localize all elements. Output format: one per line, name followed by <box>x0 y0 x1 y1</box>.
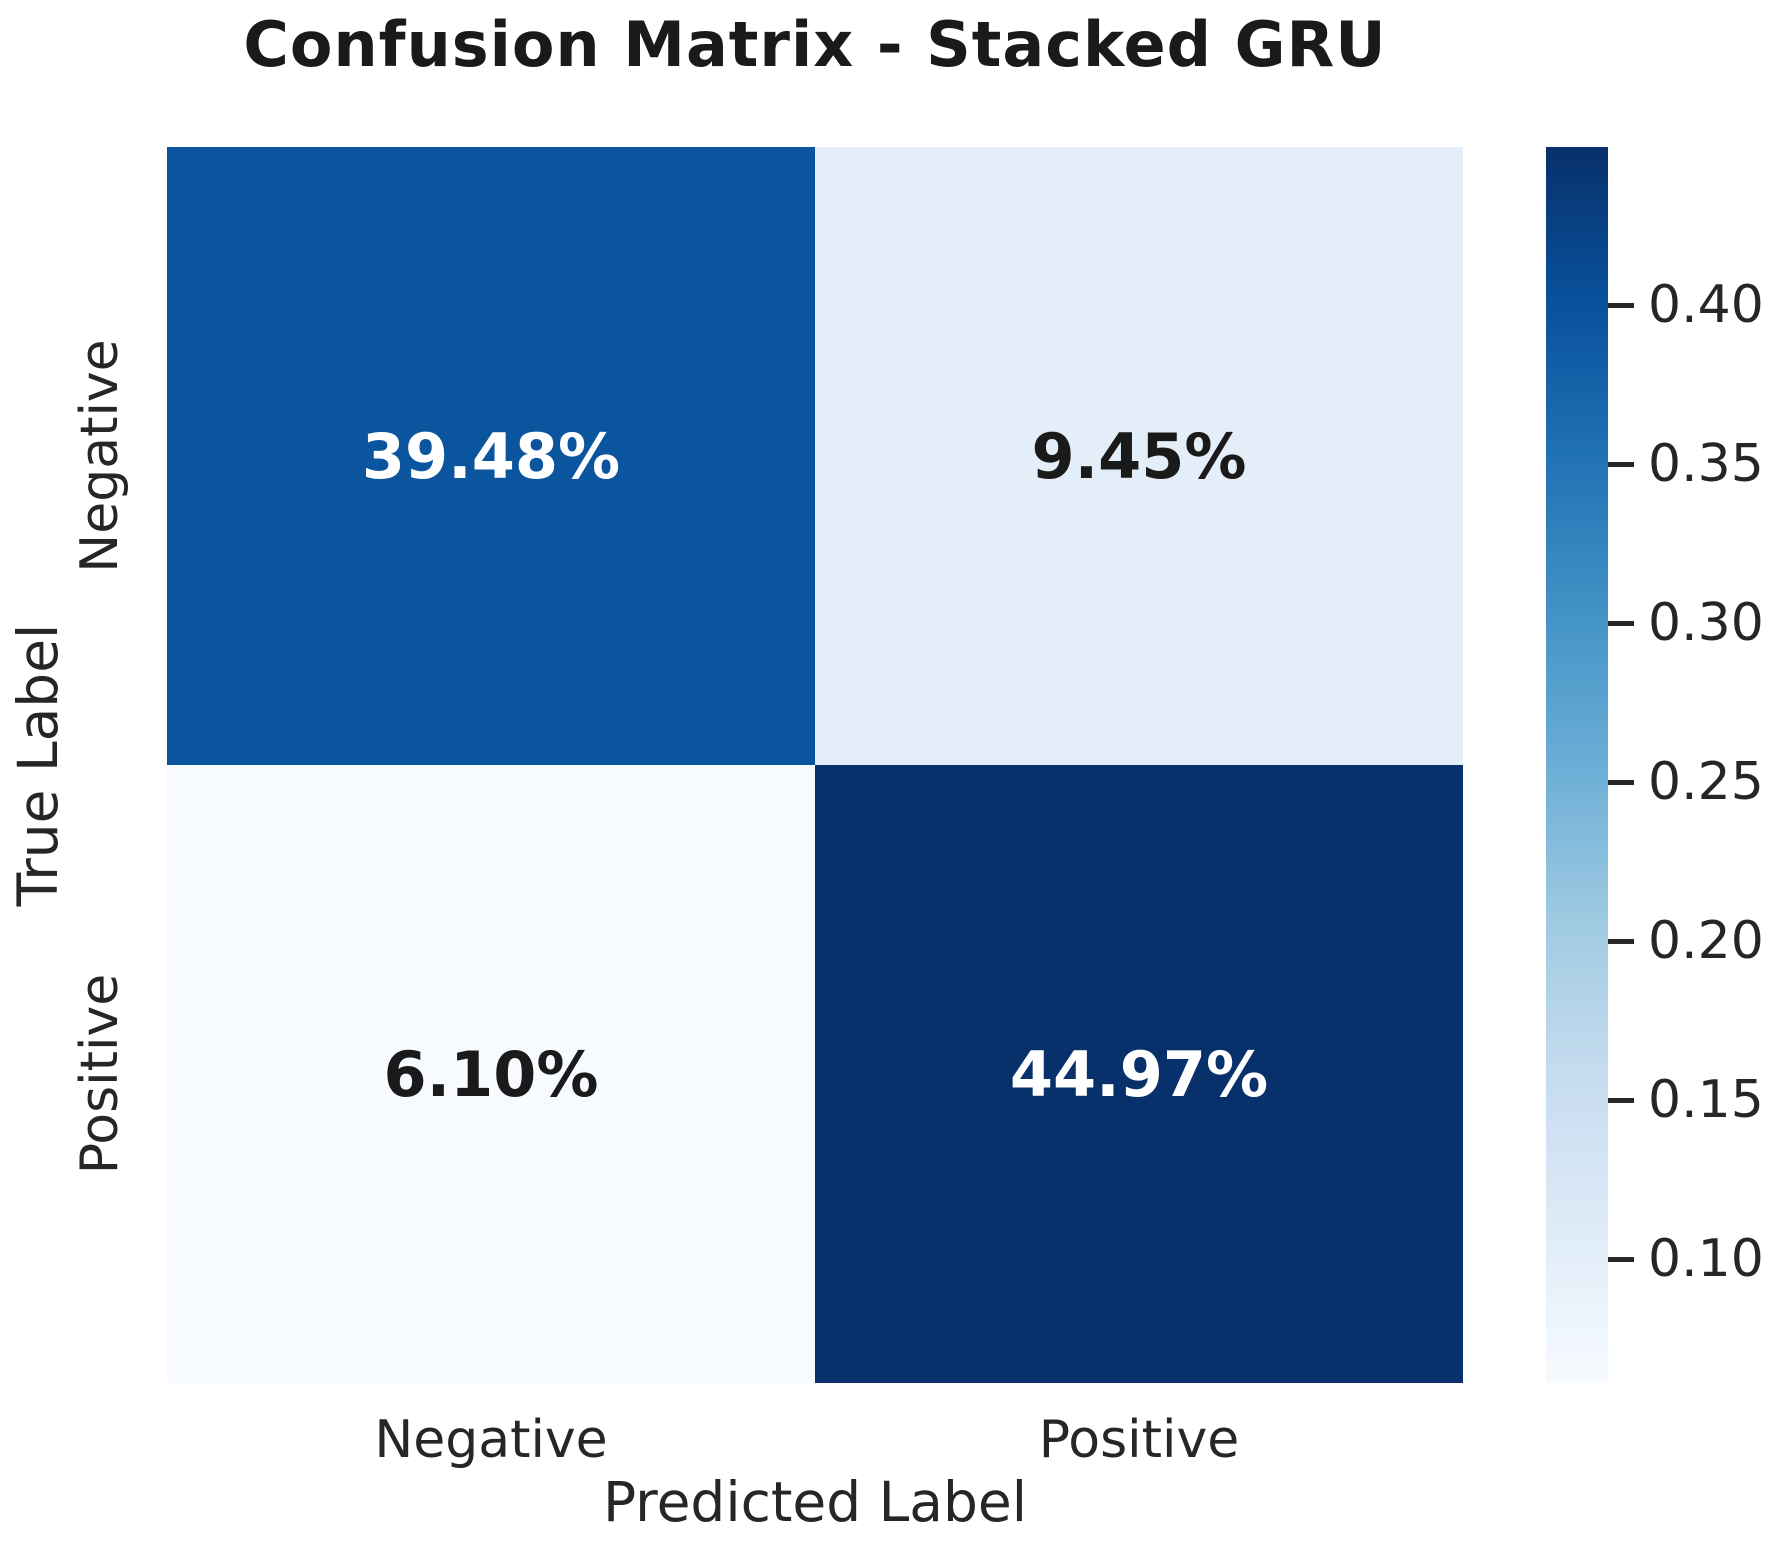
colorbar-tick: 0.35 <box>1608 434 1764 494</box>
x-tick-positive: Positive <box>1038 1410 1240 1470</box>
cell-true-negative-pred-negative: 39.48% <box>167 147 815 765</box>
colorbar-tick-mark <box>1608 779 1634 785</box>
chart-title: Confusion Matrix - Stacked GRU <box>243 8 1387 81</box>
x-axis-label: Predicted Label <box>602 1470 1028 1534</box>
heatmap-grid: 39.48% 9.45% 6.10% 44.97% <box>167 147 1463 1383</box>
y-tick-negative: Negative <box>70 339 130 573</box>
cell-true-positive-pred-negative: 6.10% <box>167 765 815 1383</box>
colorbar-tick-mark <box>1608 461 1634 467</box>
colorbar-tick-mark <box>1608 302 1634 308</box>
cell-true-negative-pred-positive: 9.45% <box>815 147 1463 765</box>
colorbar-tick-mark <box>1608 1097 1634 1103</box>
colorbar-tick: 0.15 <box>1608 1070 1764 1130</box>
colorbar-tick-label: 0.15 <box>1648 1070 1764 1130</box>
colorbar-tick-label: 0.40 <box>1648 275 1764 335</box>
colorbar-gradient <box>1546 147 1608 1383</box>
colorbar-tick: 0.30 <box>1608 593 1764 653</box>
colorbar-tick-label: 0.35 <box>1648 434 1764 494</box>
colorbar-tick-label: 0.30 <box>1648 593 1764 653</box>
colorbar-tick: 0.20 <box>1608 911 1764 971</box>
colorbar-tick: 0.25 <box>1608 752 1764 812</box>
y-axis-label: True Label <box>6 623 70 907</box>
colorbar-tick: 0.10 <box>1608 1229 1764 1289</box>
colorbar-tick: 0.40 <box>1608 275 1764 335</box>
colorbar-tick-label: 0.20 <box>1648 911 1764 971</box>
colorbar-tick-label: 0.10 <box>1648 1229 1764 1289</box>
colorbar-tick-label: 0.25 <box>1648 752 1764 812</box>
cell-true-positive-pred-positive: 44.97% <box>815 765 1463 1383</box>
colorbar-tick-mark <box>1608 620 1634 626</box>
colorbar-tick-mark <box>1608 938 1634 944</box>
colorbar-tick-mark <box>1608 1256 1634 1262</box>
x-tick-negative: Negative <box>374 1410 608 1470</box>
y-tick-positive: Positive <box>70 973 130 1175</box>
